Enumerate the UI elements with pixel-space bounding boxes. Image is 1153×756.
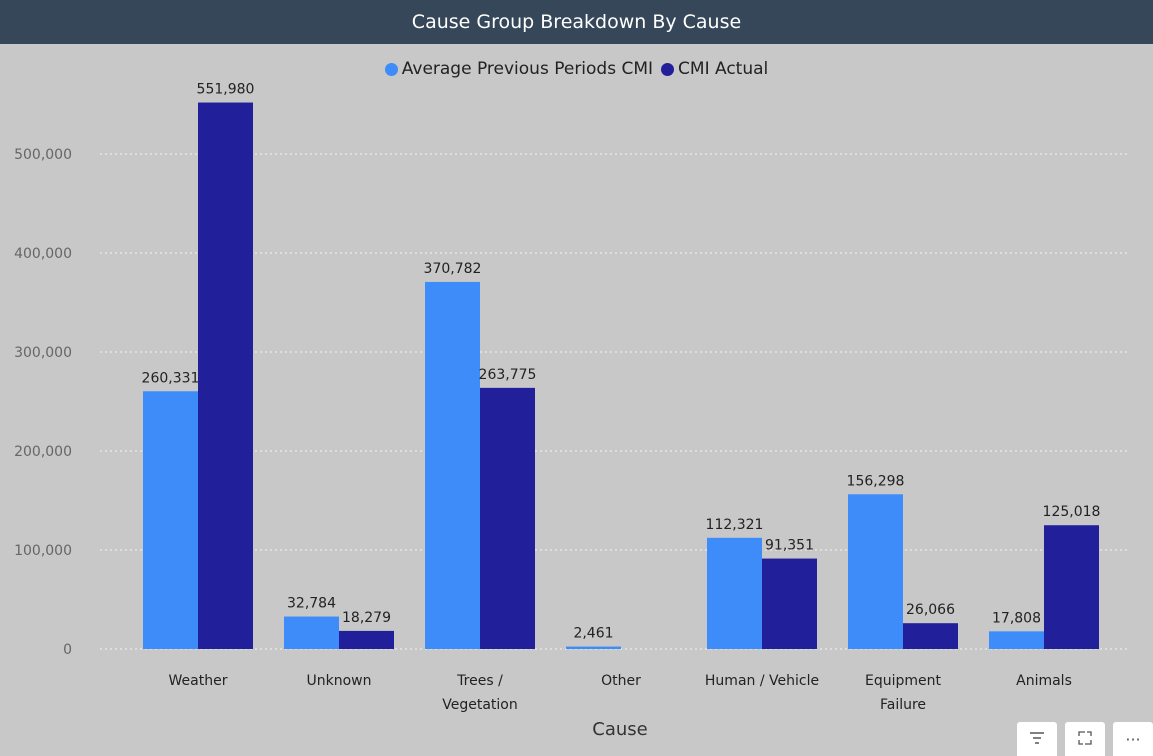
legend-dot-actual xyxy=(661,62,675,76)
y-tick-label: 100,000 xyxy=(14,543,72,559)
more-options-glyph: ··· xyxy=(1125,730,1141,749)
y-tick-label: 500,000 xyxy=(14,147,72,163)
legend-item-actual[interactable]: CMI Actual xyxy=(661,59,768,79)
data-label-prev: 156,298 xyxy=(847,473,905,489)
y-tick-label: 0 xyxy=(63,642,72,658)
bar-prev xyxy=(566,646,621,649)
visual-title-text: Cause Group Breakdown By Cause xyxy=(411,11,742,33)
bar-actual xyxy=(480,387,535,649)
data-label-actual: 263,775 xyxy=(479,367,537,383)
data-label-prev: 260,331 xyxy=(142,370,200,386)
bar-prev xyxy=(707,537,762,649)
legend-label-actual: CMI Actual xyxy=(678,59,769,79)
x-category-label: Trees / xyxy=(456,673,503,689)
data-label-actual: 18,279 xyxy=(342,610,391,626)
data-label-prev: 17,808 xyxy=(992,610,1041,626)
data-label-prev: 32,784 xyxy=(287,596,336,612)
x-category-label: Vegetation xyxy=(442,697,518,713)
data-label-prev: 2,461 xyxy=(573,626,613,642)
visual-footer-toolbar: ··· xyxy=(1017,722,1153,756)
data-label-prev: 370,782 xyxy=(424,261,482,277)
y-tick-label: 400,000 xyxy=(14,246,72,262)
bar-actual xyxy=(339,630,394,649)
y-tick-label: 300,000 xyxy=(14,345,72,361)
focus-mode-icon[interactable] xyxy=(1065,722,1105,756)
x-category-label: Animals xyxy=(1016,673,1072,689)
legend-label-prev: Average Previous Periods CMI xyxy=(401,59,654,79)
focus-mode-icon-glyph xyxy=(1078,731,1092,745)
data-label-actual: 26,066 xyxy=(906,602,955,618)
bar-actual xyxy=(198,102,253,650)
bar-prev xyxy=(284,616,339,649)
bar-prev xyxy=(143,391,198,649)
data-label-prev: 112,321 xyxy=(706,517,764,533)
data-label-actual: 91,351 xyxy=(765,538,814,554)
bar-actual xyxy=(762,558,817,649)
x-category-label: Failure xyxy=(880,697,926,713)
bar-prev xyxy=(848,494,903,649)
x-category-label: Equipment xyxy=(865,673,942,689)
x-category-label: Weather xyxy=(169,673,228,689)
x-category-label: Human / Vehicle xyxy=(705,673,819,689)
legend-dot-prev xyxy=(384,62,398,76)
x-category-label: Unknown xyxy=(307,673,372,689)
bar-prev xyxy=(989,631,1044,649)
data-label-actual: 125,018 xyxy=(1043,504,1101,520)
filter-icon[interactable] xyxy=(1017,722,1057,756)
x-axis-title: Cause xyxy=(592,719,647,740)
bar-actual xyxy=(903,623,958,649)
data-label-actual: 551,980 xyxy=(197,82,255,98)
x-category-label: Other xyxy=(601,673,641,689)
bar-actual xyxy=(1044,525,1099,649)
visual-title: Cause Group Breakdown By Cause xyxy=(0,0,1153,44)
chart-legend: Average Previous Periods CMI CMI Actual xyxy=(0,56,1153,82)
y-tick-label: 200,000 xyxy=(14,444,72,460)
bar-prev xyxy=(425,281,480,649)
more-options-icon[interactable]: ··· xyxy=(1113,722,1153,756)
legend-item-prev[interactable]: Average Previous Periods CMI xyxy=(384,59,654,79)
filter-icon-glyph xyxy=(1030,732,1044,744)
